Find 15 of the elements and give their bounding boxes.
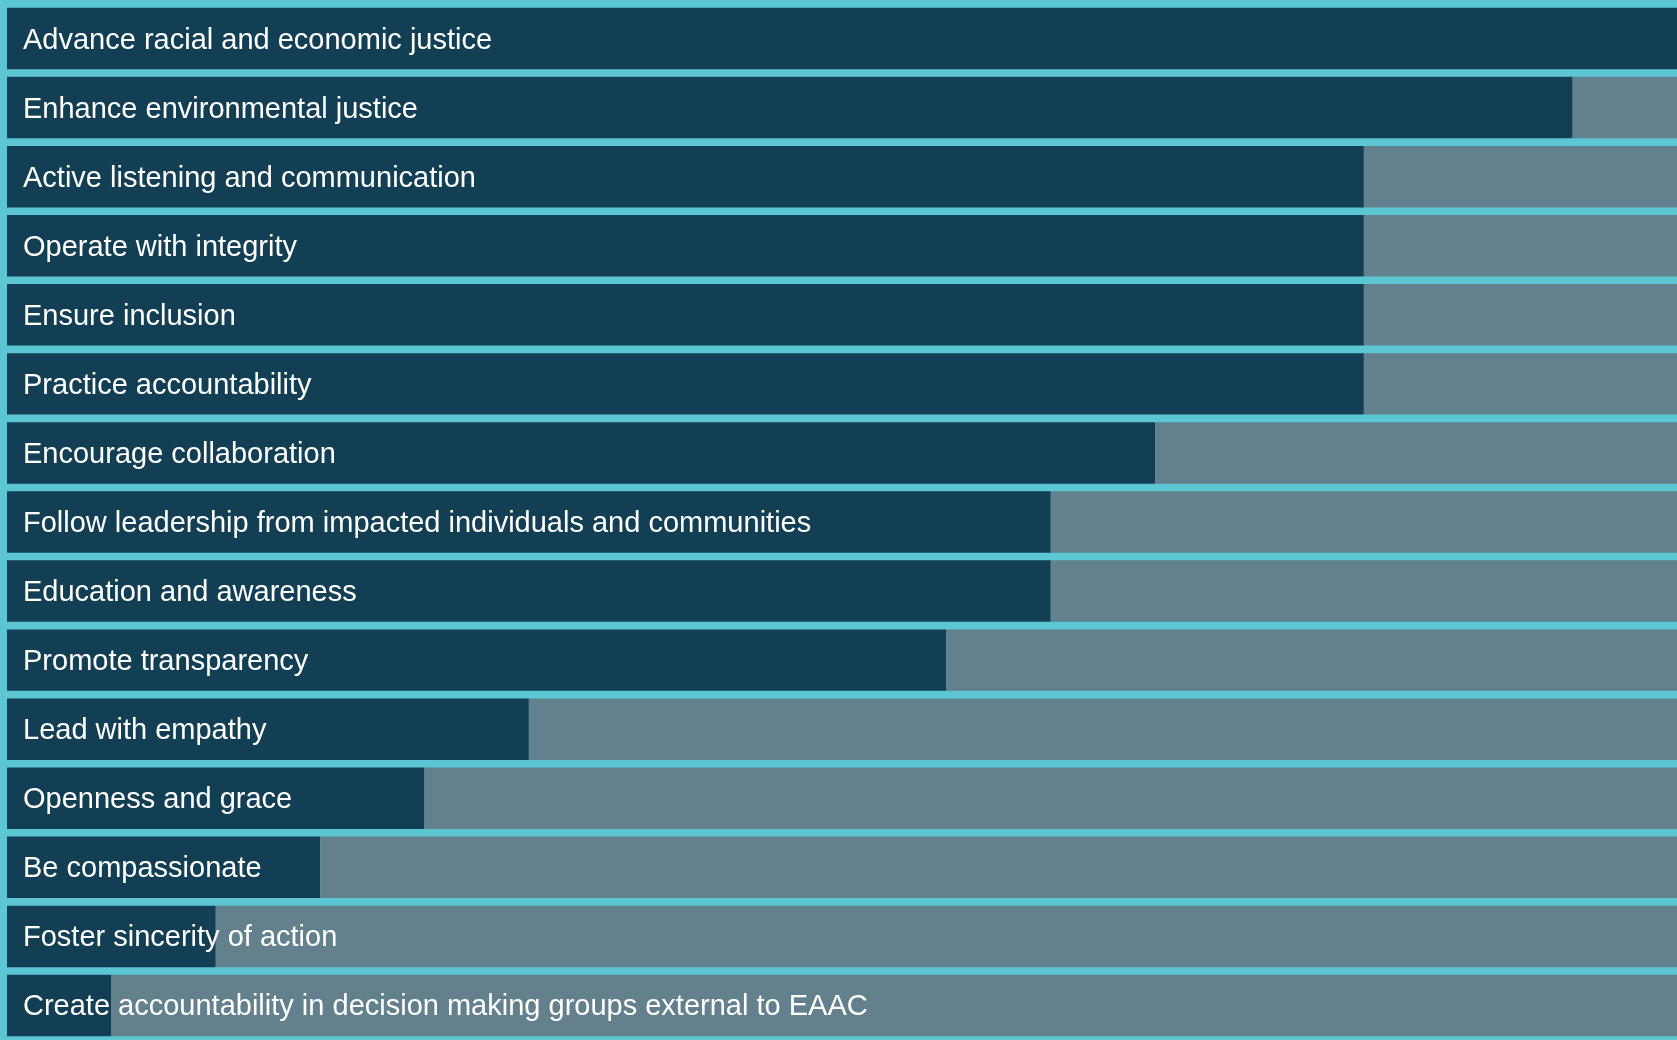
y-tick-label: Active listening and communication [23,160,476,193]
y-tick-label: Encourage collaboration [23,436,336,469]
y-tick-label: Promote transparency [23,644,309,677]
y-tick-label: Advance racial and economic justice [23,22,493,55]
y-tick-label: Operate with integrity [23,229,298,262]
y-tick-label: Practice accountability [23,367,313,400]
y-tick-label: Be compassionate [23,851,262,884]
y-tick-label: Enhance environmental justice [23,91,418,124]
y-tick-label: Create accountability in decision making groups external to EAAC [23,989,868,1022]
y-tick-label: Education and awareness [23,575,357,608]
y-tick-label: Follow leadership from impacted individuals and communities [23,506,812,538]
y-tick-label: Ensure inclusion [23,298,236,331]
y-tick-label: Openness and grace [23,782,293,815]
y-tick-label: Lead with empathy [23,713,267,746]
y-tick-label: Foster sincerity of action [23,920,338,953]
